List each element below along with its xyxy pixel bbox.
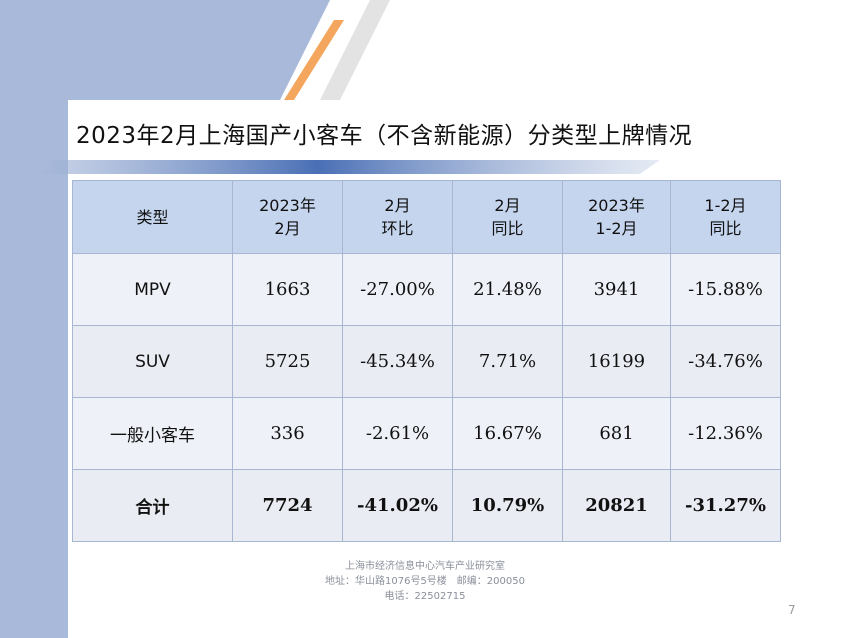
slide-title: 2023年2月上海国产小客车（不含新能源）分类型上牌情况 xyxy=(76,123,693,149)
table-total-row: 合计 7724 -41.02% 10.79% 20821 -31.27% xyxy=(72,469,781,542)
header-ytd-yoy-line2: 同比 xyxy=(709,219,742,238)
title-underline xyxy=(38,160,660,174)
left-decor-band xyxy=(0,0,68,638)
header-feb-yoy-line2: 同比 xyxy=(491,219,524,238)
cell-yoy: 7.71% xyxy=(452,325,563,398)
cell-ytd-value: 3941 xyxy=(562,253,671,326)
table-header-row: 类型 2023年 2月 2月 环比 2月 同比 2023年 1-2月 1-2月 … xyxy=(72,180,781,254)
cell-mom: -41.02% xyxy=(342,469,453,542)
table-row: MPV 1663 -27.00% 21.48% 3941 -15.88% xyxy=(72,253,781,326)
cell-ytd-yoy: -15.88% xyxy=(670,253,781,326)
top-decor-band xyxy=(0,0,850,100)
cell-type: 合计 xyxy=(72,469,233,542)
cell-ytd-yoy: -12.36% xyxy=(670,397,781,470)
cell-ytd-yoy: -34.76% xyxy=(670,325,781,398)
footer-phone: 电话：22502715 xyxy=(384,591,466,602)
header-ytd-2023: 2023年 1-2月 xyxy=(562,180,671,254)
cell-ytd-value: 681 xyxy=(562,397,671,470)
cell-type: MPV xyxy=(72,253,233,326)
header-feb-2023-line1: 2023年 xyxy=(259,196,316,215)
header-feb-mom-line2: 环比 xyxy=(381,219,414,238)
header-type-text: 类型 xyxy=(136,207,169,227)
cell-feb-value: 5725 xyxy=(232,325,343,398)
header-type: 类型 xyxy=(72,180,233,254)
cell-feb-value: 7724 xyxy=(232,469,343,542)
cell-mom: -27.00% xyxy=(342,253,453,326)
header-ytd-2023-line1: 2023年 xyxy=(588,196,645,215)
header-ytd-yoy-line1: 1-2月 xyxy=(704,196,747,215)
cell-type: 一般小客车 xyxy=(72,397,233,470)
registration-table: 类型 2023年 2月 2月 环比 2月 同比 2023年 1-2月 1-2月 … xyxy=(72,180,781,542)
footer-org: 上海市经济信息中心汽车产业研究室 xyxy=(345,561,505,572)
header-feb-mom: 2月 环比 xyxy=(342,180,453,254)
cell-yoy: 21.48% xyxy=(452,253,563,326)
cell-mom: -2.61% xyxy=(342,397,453,470)
page-number: 7 xyxy=(788,603,796,617)
header-feb-2023-line2: 2月 xyxy=(274,219,301,238)
cell-feb-value: 1663 xyxy=(232,253,343,326)
table-row: SUV 5725 -45.34% 7.71% 16199 -34.76% xyxy=(72,325,781,398)
cell-mom: -45.34% xyxy=(342,325,453,398)
cell-ytd-yoy: -31.27% xyxy=(670,469,781,542)
table-row: 一般小客车 336 -2.61% 16.67% 681 -12.36% xyxy=(72,397,781,470)
header-feb-mom-line1: 2月 xyxy=(384,196,411,215)
header-feb-yoy-line1: 2月 xyxy=(494,196,521,215)
cell-yoy: 10.79% xyxy=(452,469,563,542)
header-ytd-2023-line2: 1-2月 xyxy=(595,219,638,238)
header-feb-2023: 2023年 2月 xyxy=(232,180,343,254)
cell-type: SUV xyxy=(72,325,233,398)
cell-yoy: 16.67% xyxy=(452,397,563,470)
cell-ytd-value: 20821 xyxy=(562,469,671,542)
cell-ytd-value: 16199 xyxy=(562,325,671,398)
footer-address: 地址：华山路1076号5号楼 邮编：200050 xyxy=(325,576,525,587)
cell-feb-value: 336 xyxy=(232,397,343,470)
header-feb-yoy: 2月 同比 xyxy=(452,180,563,254)
diagonal-stripes xyxy=(0,0,850,100)
header-ytd-yoy: 1-2月 同比 xyxy=(670,180,781,254)
